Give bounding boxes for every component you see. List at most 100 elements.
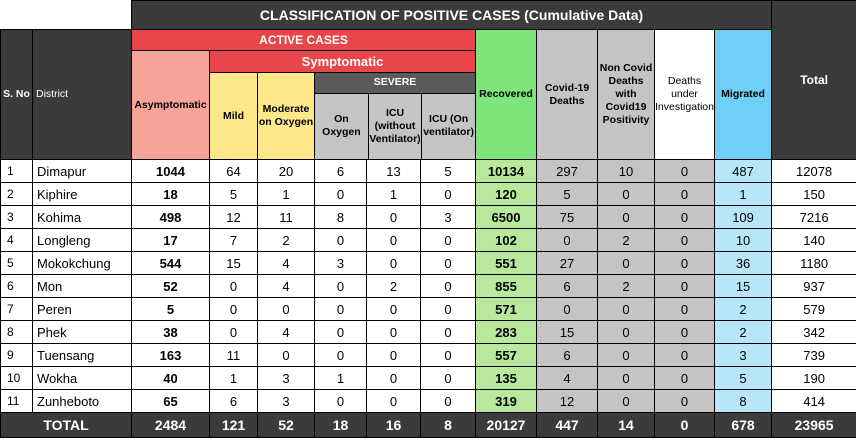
row-migrated: 10 — [713, 228, 773, 252]
cases-table: CLASSIFICATION OF POSITIVE CASES (Cumula… — [0, 0, 856, 438]
header-recovered: Recovered — [475, 29, 537, 160]
header-mild: Mild — [209, 72, 258, 160]
row-deaths-investigation: 0 — [654, 297, 715, 321]
row-district: Longleng — [32, 228, 132, 252]
row-asymptomatic: 38 — [131, 320, 210, 344]
row-total: 414 — [771, 389, 856, 413]
row-recovered: 551 — [475, 251, 537, 275]
row-deaths-investigation: 0 — [654, 228, 715, 252]
total-icu-on: 8 — [420, 412, 476, 438]
row-migrated: 487 — [713, 159, 773, 183]
row-mild: 1 — [209, 366, 258, 390]
row-covid-deaths: 5 — [536, 182, 598, 206]
severe-group: SEVERE On Oxygen ICU (without Ventilator… — [314, 72, 476, 160]
total-total: 23965 — [771, 412, 856, 438]
row-moderate: 2 — [257, 228, 315, 252]
row-total: 7216 — [771, 205, 856, 229]
row-on-oxygen: 0 — [314, 297, 367, 321]
table-row: 11 Zunheboto 65 6 3 0 0 0 319 12 0 0 8 414 — [0, 389, 856, 413]
row-total: 150 — [771, 182, 856, 206]
row-icu-on: 0 — [420, 366, 476, 390]
row-icu-without: 2 — [366, 274, 421, 298]
row-deaths-investigation: 0 — [654, 159, 715, 183]
row-district: Peren — [32, 297, 132, 321]
row-non-covid-deaths: 0 — [597, 205, 655, 229]
total-on-oxygen: 18 — [314, 412, 367, 438]
row-asymptomatic: 65 — [131, 389, 210, 413]
row-covid-deaths: 0 — [536, 228, 598, 252]
row-sno: 11 — [0, 389, 33, 413]
row-migrated: 36 — [713, 251, 773, 275]
row-migrated: 15 — [713, 274, 773, 298]
row-icu-without: 0 — [366, 366, 421, 390]
table-row: 6 Mon 52 0 4 0 2 0 855 6 2 0 15 937 — [0, 274, 856, 298]
table-row: 2 Kiphire 18 5 1 0 1 0 120 5 0 0 1 150 — [0, 182, 856, 206]
row-deaths-investigation: 0 — [654, 389, 715, 413]
row-mild: 12 — [209, 205, 258, 229]
row-sno: 6 — [0, 274, 33, 298]
table-row: 5 Mokokchung 544 15 4 3 0 0 551 27 0 0 36 1180 — [0, 251, 856, 275]
row-district: Zunheboto — [32, 389, 132, 413]
row-mild: 7 — [209, 228, 258, 252]
row-asymptomatic: 544 — [131, 251, 210, 275]
row-sno: 2 — [0, 182, 33, 206]
row-district: Kiphire — [32, 182, 132, 206]
row-mild: 0 — [209, 320, 258, 344]
row-sno: 10 — [0, 366, 33, 390]
row-deaths-investigation: 0 — [654, 366, 715, 390]
row-deaths-investigation: 0 — [654, 182, 715, 206]
row-moderate: 3 — [257, 366, 315, 390]
row-on-oxygen: 6 — [314, 159, 367, 183]
table-row: 8 Phek 38 0 4 0 0 0 283 15 0 0 2 342 — [0, 320, 856, 344]
header-icu-on: ICU (On ventilator) — [421, 93, 475, 159]
row-total: 1180 — [771, 251, 856, 275]
row-covid-deaths: 15 — [536, 320, 598, 344]
row-total: 12078 — [771, 159, 856, 183]
table-row: 7 Peren 5 0 0 0 0 0 571 0 0 0 2 579 — [0, 297, 856, 321]
total-non-covid-deaths: 14 — [597, 412, 655, 438]
row-icu-without: 1 — [366, 182, 421, 206]
row-migrated: 5 — [713, 366, 773, 390]
row-total: 140 — [771, 228, 856, 252]
row-migrated: 1 — [713, 182, 773, 206]
row-covid-deaths: 12 — [536, 389, 598, 413]
row-on-oxygen: 0 — [314, 182, 367, 206]
blank-corner — [0, 0, 132, 30]
total-row: TOTAL 2484 121 52 18 16 8 20127 447 14 0 678 23965 — [0, 412, 856, 438]
total-deaths-investigation: 0 — [654, 412, 715, 438]
row-recovered: 855 — [475, 274, 537, 298]
row-on-oxygen: 0 — [314, 228, 367, 252]
row-district: Tuensang — [32, 343, 132, 367]
row-mild: 0 — [209, 297, 258, 321]
row-recovered: 319 — [475, 389, 537, 413]
row-migrated: 109 — [713, 205, 773, 229]
row-sno: 7 — [0, 297, 33, 321]
row-non-covid-deaths: 10 — [597, 159, 655, 183]
header-district: District — [32, 29, 132, 160]
row-on-oxygen: 0 — [314, 343, 367, 367]
table-row: 10 Wokha 40 1 3 1 0 0 135 4 0 0 5 190 — [0, 366, 856, 390]
row-district: Mokokchung — [32, 251, 132, 275]
row-district: Dimapur — [32, 159, 132, 183]
row-sno: 1 — [0, 159, 33, 183]
header-non-covid-deaths: Non Covid Deaths with Covid19 Positivity — [597, 29, 655, 160]
row-asymptomatic: 18 — [131, 182, 210, 206]
row-moderate: 0 — [257, 297, 315, 321]
row-total: 937 — [771, 274, 856, 298]
row-moderate: 0 — [257, 343, 315, 367]
header-migrated: Migrated — [713, 29, 773, 160]
row-moderate: 1 — [257, 182, 315, 206]
row-asymptomatic: 40 — [131, 366, 210, 390]
row-migrated: 3 — [713, 343, 773, 367]
row-mild: 64 — [209, 159, 258, 183]
row-recovered: 120 — [475, 182, 537, 206]
row-asymptomatic: 163 — [131, 343, 210, 367]
row-non-covid-deaths: 2 — [597, 228, 655, 252]
row-recovered: 6500 — [475, 205, 537, 229]
row-icu-on: 0 — [420, 389, 476, 413]
row-moderate: 4 — [257, 274, 315, 298]
row-non-covid-deaths: 0 — [597, 182, 655, 206]
row-icu-without: 0 — [366, 297, 421, 321]
row-moderate: 4 — [257, 251, 315, 275]
row-sno: 8 — [0, 320, 33, 344]
